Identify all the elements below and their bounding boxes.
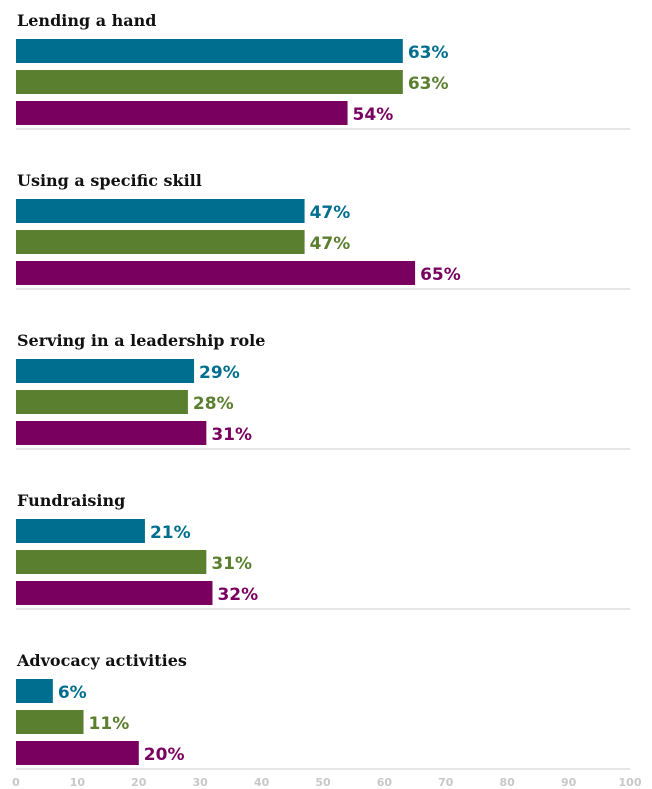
x-tick-label-50: 50 <box>315 776 331 789</box>
bar-advocacy-activities-series-2 <box>16 710 84 734</box>
value-label-fundraising-series-3: 32% <box>217 585 258 605</box>
value-label-using-a-specific-skill-series-2: 47% <box>310 234 351 254</box>
value-label-using-a-specific-skill-series-3: 65% <box>420 265 461 285</box>
x-tick-label-10: 10 <box>70 776 86 789</box>
x-tick-label-30: 30 <box>193 776 209 789</box>
bar-lending-a-hand-series-2 <box>16 70 403 94</box>
x-tick-label-90: 90 <box>561 776 577 789</box>
x-tick-label-0: 0 <box>12 776 20 789</box>
value-label-serving-in-a-leadership-role-series-1: 29% <box>199 363 240 383</box>
value-label-advocacy-activities-series-2: 11% <box>89 714 130 734</box>
value-label-serving-in-a-leadership-role-series-2: 28% <box>193 394 234 414</box>
x-tick-label-60: 60 <box>377 776 393 789</box>
category-label-serving-in-a-leadership-role: Serving in a leadership role <box>17 331 265 350</box>
value-label-lending-a-hand-series-3: 54% <box>353 105 394 125</box>
bar-serving-in-a-leadership-role-series-2 <box>16 390 188 414</box>
bar-advocacy-activities-series-1 <box>16 679 53 703</box>
value-label-lending-a-hand-series-2: 63% <box>408 74 449 94</box>
x-tick-label-80: 80 <box>500 776 516 789</box>
value-label-serving-in-a-leadership-role-series-3: 31% <box>211 425 252 445</box>
value-label-lending-a-hand-series-1: 63% <box>408 43 449 63</box>
bar-using-a-specific-skill-series-2 <box>16 230 305 254</box>
bar-serving-in-a-leadership-role-series-1 <box>16 359 195 383</box>
value-label-using-a-specific-skill-series-1: 47% <box>310 203 351 223</box>
bar-fundraising-series-2 <box>16 550 207 574</box>
bar-serving-in-a-leadership-role-series-3 <box>16 421 207 445</box>
bar-using-a-specific-skill-series-1 <box>16 199 305 223</box>
category-label-advocacy-activities: Advocacy activities <box>16 651 187 670</box>
x-tick-label-100: 100 <box>619 776 642 789</box>
bar-fundraising-series-1 <box>16 519 145 543</box>
bar-lending-a-hand-series-3 <box>16 101 348 125</box>
value-label-advocacy-activities-series-3: 20% <box>144 745 185 765</box>
bar-fundraising-series-3 <box>16 581 213 605</box>
value-label-fundraising-series-1: 21% <box>150 523 191 543</box>
category-label-using-a-specific-skill: Using a specific skill <box>17 171 202 190</box>
x-tick-label-70: 70 <box>438 776 454 789</box>
value-label-fundraising-series-2: 31% <box>211 554 252 574</box>
x-tick-label-20: 20 <box>131 776 147 789</box>
bar-lending-a-hand-series-1 <box>16 39 403 63</box>
bar-advocacy-activities-series-3 <box>16 741 139 765</box>
category-label-fundraising: Fundraising <box>17 491 125 510</box>
x-tick-label-40: 40 <box>254 776 270 789</box>
value-label-advocacy-activities-series-1: 6% <box>58 683 87 703</box>
category-label-lending-a-hand: Lending a hand <box>17 11 156 30</box>
bar-using-a-specific-skill-series-3 <box>16 261 416 285</box>
